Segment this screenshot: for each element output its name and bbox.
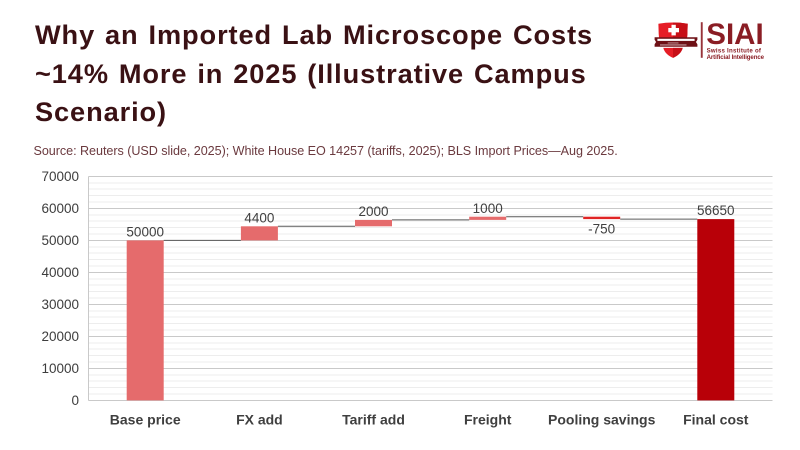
svg-text:56650: 56650 xyxy=(697,203,735,218)
svg-text:4400: 4400 xyxy=(244,210,274,225)
svg-text:30000: 30000 xyxy=(41,297,79,312)
svg-text:Pooling savings: Pooling savings xyxy=(548,412,656,428)
svg-text:-750: -750 xyxy=(588,221,615,236)
svg-text:40000: 40000 xyxy=(41,265,79,280)
svg-text:1000: 1000 xyxy=(473,201,503,216)
svg-text:Artificial Intelligence: Artificial Intelligence xyxy=(707,54,765,61)
svg-text:Swiss Institute of: Swiss Institute of xyxy=(707,47,762,54)
svg-text:60000: 60000 xyxy=(41,201,79,216)
svg-text:FX add: FX add xyxy=(236,412,283,428)
svg-text:10000: 10000 xyxy=(41,361,79,376)
svg-text:20000: 20000 xyxy=(41,329,79,344)
svg-text:70000: 70000 xyxy=(41,169,79,184)
svg-text:Final cost: Final cost xyxy=(683,412,749,428)
svg-text:SIAI: SIAI xyxy=(706,18,763,51)
svg-text:2000: 2000 xyxy=(358,204,388,219)
svg-text:0: 0 xyxy=(71,393,79,408)
svg-text:50000: 50000 xyxy=(41,233,79,248)
svg-text:50000: 50000 xyxy=(126,225,164,240)
svg-text:Tariff add: Tariff add xyxy=(342,412,405,428)
svg-text:Base price: Base price xyxy=(110,412,181,428)
svg-text:Freight: Freight xyxy=(464,412,512,428)
